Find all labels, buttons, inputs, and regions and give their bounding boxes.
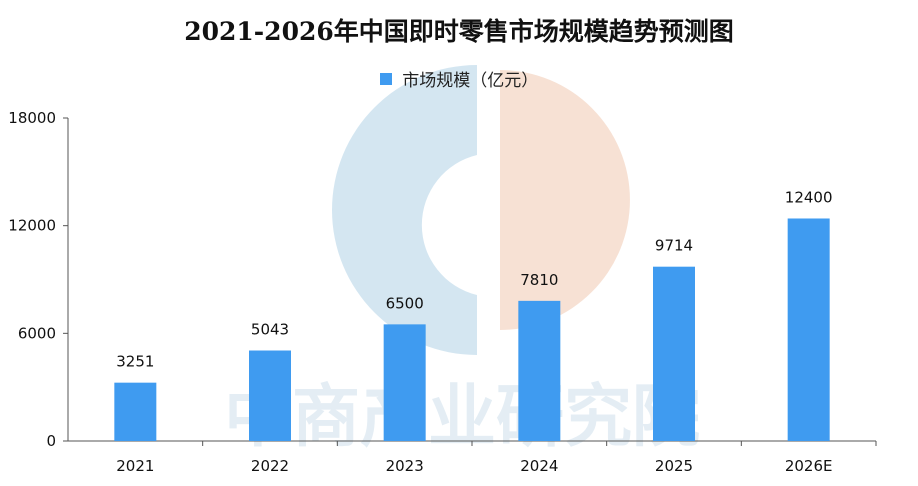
bar [114,382,157,441]
legend-swatch [379,72,392,85]
watermark-text: 中商产业研究院 [224,378,700,457]
y-tick-label: 18000 [8,109,56,127]
y-tick-label: 6000 [18,324,56,342]
y-tick-label: 0 [46,432,56,450]
data-label: 9714 [655,237,693,255]
x-tick-label: 2022 [251,457,289,475]
bar [787,218,830,441]
bar [383,324,426,441]
data-label: 7810 [520,271,558,289]
bar [249,350,291,441]
x-tick-label: 2026E [785,457,833,475]
data-label: 12400 [785,188,833,206]
y-tick-label: 12000 [8,217,56,235]
axes: 0 6000 12000 18000 2021 2022 2023 2024 2025 2026E [8,109,877,475]
watermark-logo-left [332,65,477,355]
x-tick-label: 2024 [520,457,558,475]
watermark-logo-right [500,70,630,330]
bar [518,300,561,441]
x-tick-label: 2025 [655,457,693,475]
bar [653,266,695,441]
bars: 3251 5043 6500 7810 9714 12400 [114,188,833,441]
data-label: 6500 [386,294,424,312]
watermark: 中商产业研究院 [224,65,700,457]
legend: 市场规模（亿元） [0,66,918,91]
x-tick-label: 2021 [116,457,154,475]
x-tick-label: 2023 [386,457,424,475]
data-label: 3251 [116,353,154,371]
legend-label: 市场规模（亿元） [402,71,539,91]
data-label: 5043 [251,321,289,339]
chart-title: 2021-2026年中国即时零售市场规模趋势预测图 [184,17,734,46]
